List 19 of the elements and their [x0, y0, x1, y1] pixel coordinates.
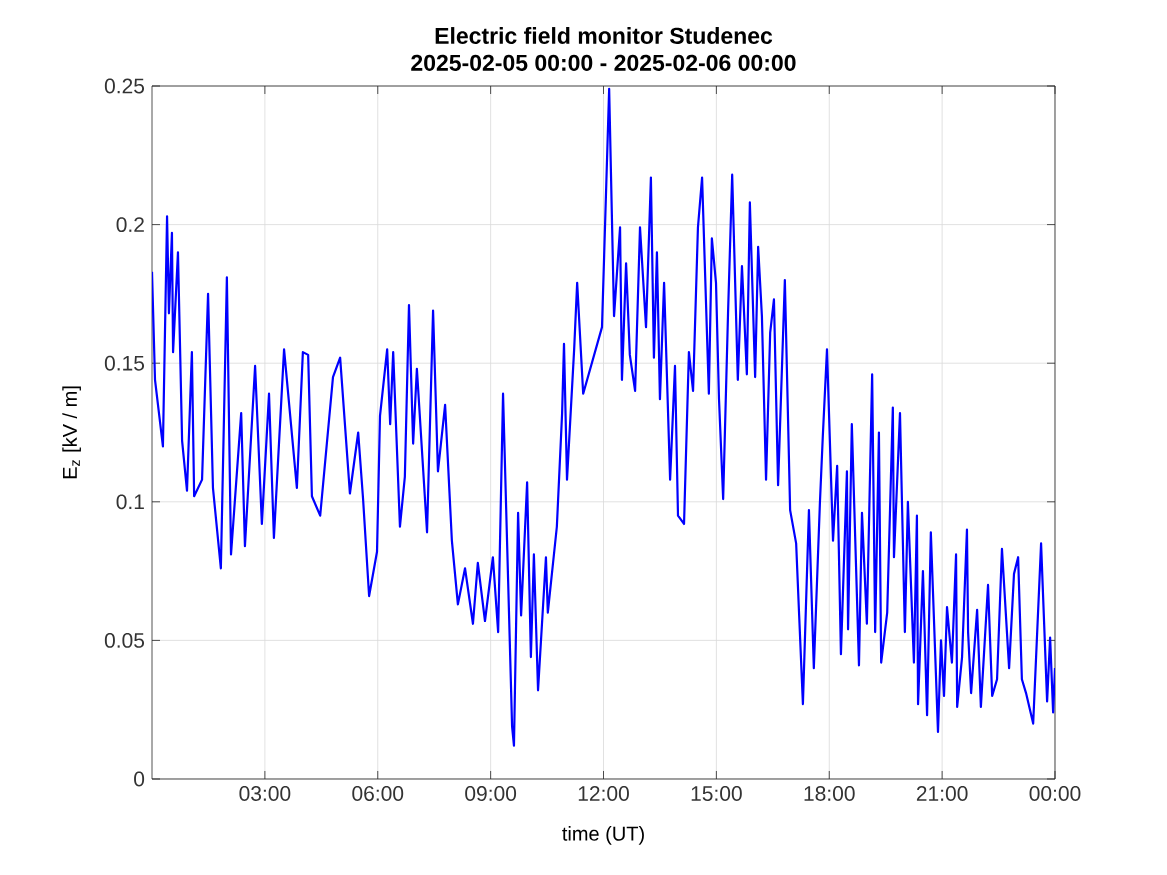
x-tick-label: 09:00 — [465, 786, 517, 801]
x-tick-label: 03:00 — [239, 786, 291, 801]
x-tick-label: 18:00 — [804, 786, 855, 801]
chart-subtitle: 2025-02-05 00:00 - 2025-02-06 00:00 — [411, 54, 796, 71]
chart-title: Electric field monitor Studenec — [435, 27, 773, 44]
y-tick-label: 0.2 — [116, 217, 144, 233]
line-series — [152, 87, 1055, 747]
x-axis-title: time (UT) — [562, 826, 644, 845]
y-tick-label: 0 — [134, 771, 145, 787]
y-tick-label: 0.05 — [104, 632, 145, 648]
y-tick-label: 0.25 — [104, 78, 145, 94]
x-tick-label: 15:00 — [691, 786, 742, 801]
y-axis-title: E$_{z}$ [kV / m] — [62, 386, 81, 479]
x-tick-label: 21:00 — [916, 786, 968, 801]
x-tick-label: 00:00 — [1029, 786, 1081, 801]
x-tick-label: 06:00 — [352, 786, 404, 801]
y-tick-label: 0.15 — [104, 355, 145, 371]
x-tick-label: 12:00 — [578, 786, 629, 801]
y-tick-label: 0.1 — [116, 494, 144, 510]
